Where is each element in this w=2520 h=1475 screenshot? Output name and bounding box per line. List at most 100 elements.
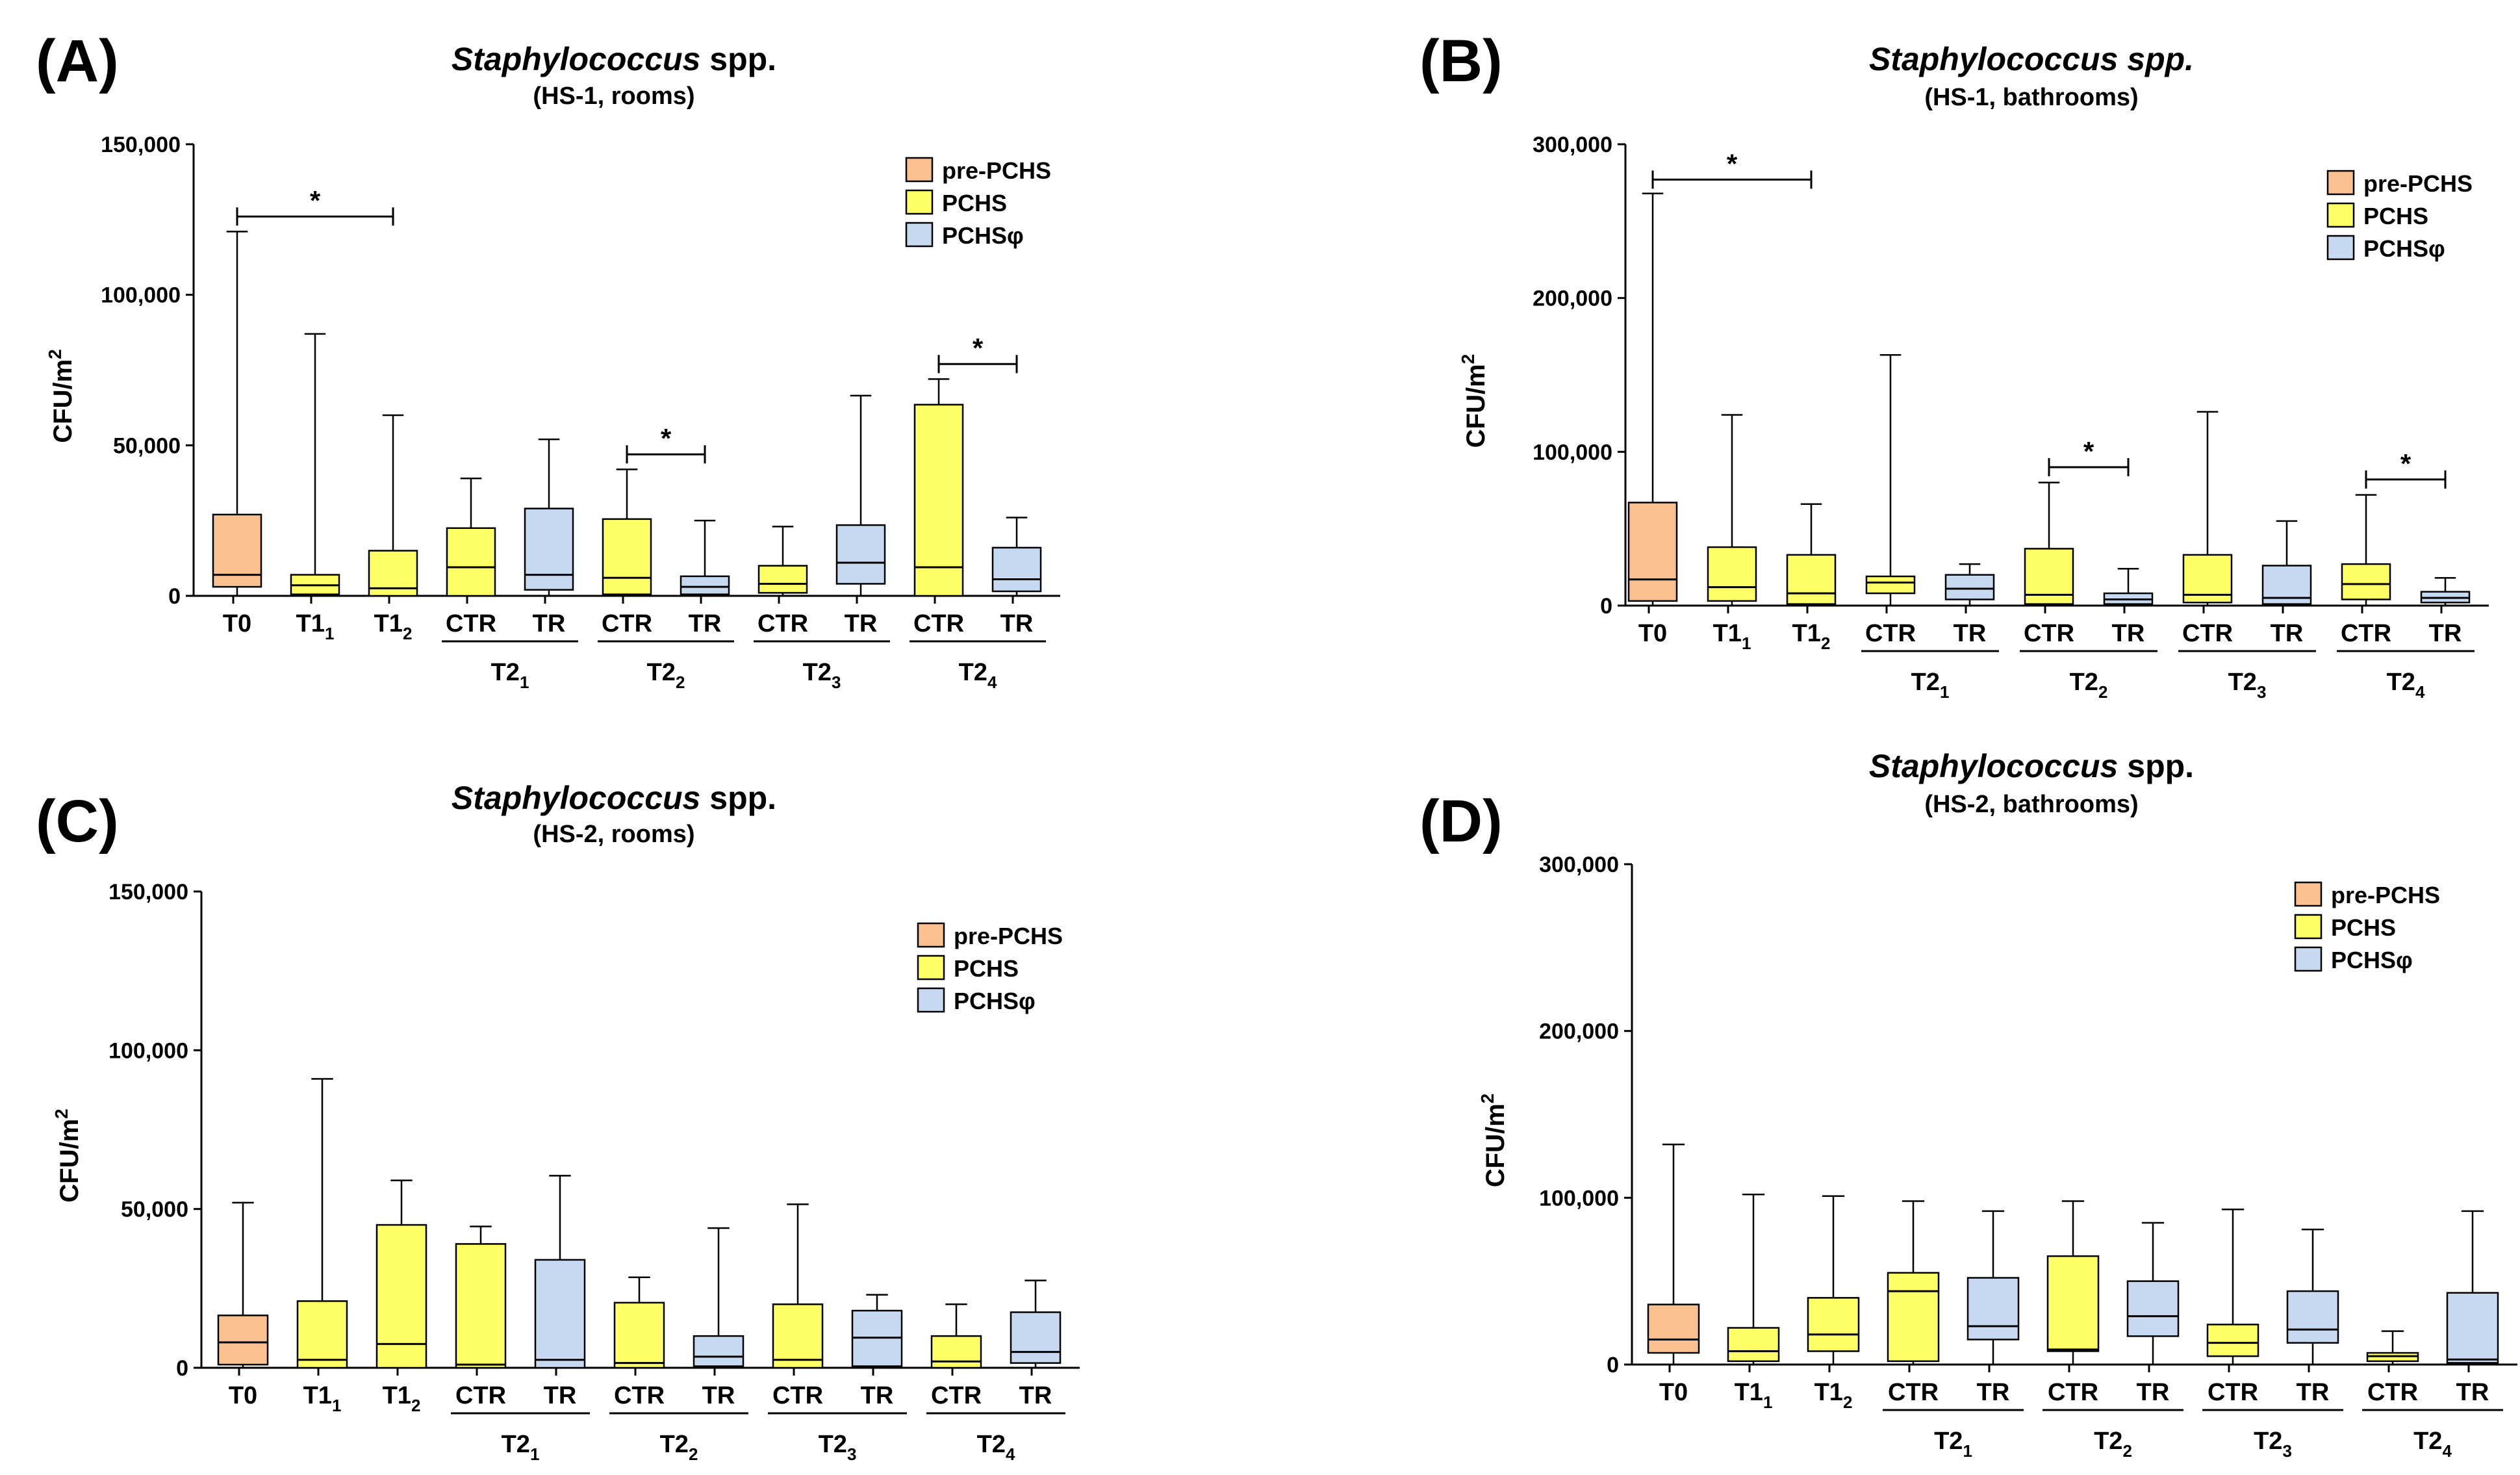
group-label: T24 xyxy=(959,659,997,692)
x-tick-label-main: CTR xyxy=(455,1382,506,1409)
group-label-main: T2 xyxy=(977,1431,1006,1458)
y-tick-label: 100,000 xyxy=(108,1038,188,1063)
box-0: T0 xyxy=(1627,192,1678,647)
x-tick-label-main: TR xyxy=(1000,610,1034,637)
x-tick-label-main: T1 xyxy=(303,1382,332,1409)
x-tick-label-sub: 2 xyxy=(403,624,412,643)
x-tick-label-main: T1 xyxy=(1792,620,1821,647)
box-rect xyxy=(613,1302,665,1369)
group-label: T21 xyxy=(502,1431,540,1464)
box-4: TR xyxy=(1966,1210,2020,1406)
x-tick-label-main: T1 xyxy=(374,610,403,637)
x-tick-label-main: CTR xyxy=(2208,1379,2258,1406)
group-label-sub: 3 xyxy=(847,1444,856,1464)
x-tick-label-main: TR xyxy=(861,1382,894,1409)
legend-label: pre-PCHS xyxy=(2331,882,2440,908)
x-tick-label-main: TR xyxy=(689,610,722,637)
box-rect xyxy=(2126,1280,2180,1337)
box-rect xyxy=(2206,1324,2259,1357)
title-rest: spp. xyxy=(700,780,776,816)
x-tick-label: TR xyxy=(1977,1379,2010,1406)
group-label-main: T2 xyxy=(1934,1428,1963,1455)
group-label-sub: 4 xyxy=(2442,1441,2452,1461)
box-5: CTR xyxy=(2024,481,2074,647)
group-label-sub: 1 xyxy=(1940,682,1949,702)
x-tick-label-main: CTR xyxy=(772,1382,823,1409)
title-italic: Staphylococcus xyxy=(452,780,700,816)
box-9: CTR xyxy=(2341,494,2391,647)
group-label-main: T2 xyxy=(2387,669,2415,696)
x-tick-label: CTR xyxy=(1888,1379,1939,1406)
box-rect xyxy=(534,1259,586,1369)
y-axis-label: CFU/m2 xyxy=(1477,1094,1510,1187)
legend-label: PCHSφ xyxy=(2363,235,2445,262)
chart-title: Staphylococcus spp. xyxy=(452,780,776,816)
y-axis-label: CFU/m2 xyxy=(1458,354,1490,448)
x-tick-label-main: T1 xyxy=(1814,1379,1843,1406)
box-rect xyxy=(602,518,652,595)
box-rect xyxy=(1627,502,1678,602)
x-tick-label-main: TR xyxy=(533,610,566,637)
x-tick-label-main: T1 xyxy=(296,610,325,637)
x-tick-label-main: TR xyxy=(1019,1382,1052,1409)
x-tick-label-main: TR xyxy=(2429,620,2462,647)
box-9: CTR xyxy=(2366,1330,2419,1406)
box-10: TR xyxy=(2446,1210,2499,1406)
y-axis-label: CFU/m2 xyxy=(45,349,77,443)
significance-star: * xyxy=(2083,436,2094,467)
x-tick-label: TR xyxy=(2456,1379,2489,1406)
x-tick-label-main: TR xyxy=(2271,620,2304,647)
significance-star: * xyxy=(661,423,672,454)
group-label: T21 xyxy=(1934,1428,1972,1461)
x-tick-label: TR xyxy=(2297,1379,2330,1406)
x-tick-label-main: T0 xyxy=(1638,620,1667,647)
legend-swatch-pre_PCHS xyxy=(2326,170,2355,196)
significance-bracket: * xyxy=(937,333,1018,374)
box-7: CTR xyxy=(2206,1209,2259,1406)
x-tick-label-main: T0 xyxy=(229,1382,257,1409)
group-label-sub: 4 xyxy=(1006,1444,1015,1464)
x-tick-label-sub: 1 xyxy=(1763,1392,1772,1412)
legend-swatch-PCHS_phi xyxy=(905,222,934,248)
x-tick-label: CTR xyxy=(446,610,496,637)
x-tick-label: TR xyxy=(1954,620,1987,647)
y-tick-label: 200,000 xyxy=(1539,1020,1619,1044)
box-rect xyxy=(217,1315,269,1366)
legend-label: pre-PCHS xyxy=(954,923,1063,949)
group-label-sub: 3 xyxy=(2257,682,2266,702)
title-rest: spp. xyxy=(700,41,776,77)
significance-star: * xyxy=(2400,448,2412,479)
significance-bracket: * xyxy=(626,423,706,464)
box-rect xyxy=(693,1335,745,1367)
group-label-sub: 4 xyxy=(987,673,997,692)
y-tick-label: 300,000 xyxy=(1539,853,1619,877)
group-label: T22 xyxy=(2094,1428,2132,1461)
group-label-main: T2 xyxy=(2070,669,2098,696)
x-tick-label: T12 xyxy=(1792,620,1831,653)
group-label: T23 xyxy=(819,1431,857,1464)
group-label-sub: 4 xyxy=(2415,682,2425,702)
legend-swatch-PCHS xyxy=(905,189,934,215)
x-tick-label: T12 xyxy=(1814,1379,1853,1412)
group-label: T22 xyxy=(2070,669,2108,702)
box-10: TR xyxy=(2420,577,2471,647)
group-label-main: T2 xyxy=(819,1431,847,1458)
x-tick-label-main: T0 xyxy=(1659,1379,1688,1406)
group-label-main: T2 xyxy=(660,1431,689,1458)
group-label: T24 xyxy=(977,1431,1015,1464)
box-0: T0 xyxy=(212,231,262,637)
group-label-main: T2 xyxy=(2094,1428,2122,1455)
y-tick-label: 200,000 xyxy=(1533,287,1612,311)
chart-subtitle: (HS-2, rooms) xyxy=(533,821,694,848)
box-7: CTR xyxy=(757,526,808,637)
box-1: T11 xyxy=(1707,414,1757,653)
y-label-sup: 2 xyxy=(51,1109,71,1119)
box-2: T12 xyxy=(1807,1195,1860,1412)
box-4: TR xyxy=(534,1175,586,1409)
legend-swatch-PCHS xyxy=(2294,914,2323,940)
box-rect xyxy=(680,575,730,595)
y-label-main: CFU/m xyxy=(49,359,77,443)
x-tick-label-main: CTR xyxy=(602,610,652,637)
y-tick-label: 300,000 xyxy=(1533,133,1612,157)
x-tick-label: T11 xyxy=(1713,620,1751,653)
